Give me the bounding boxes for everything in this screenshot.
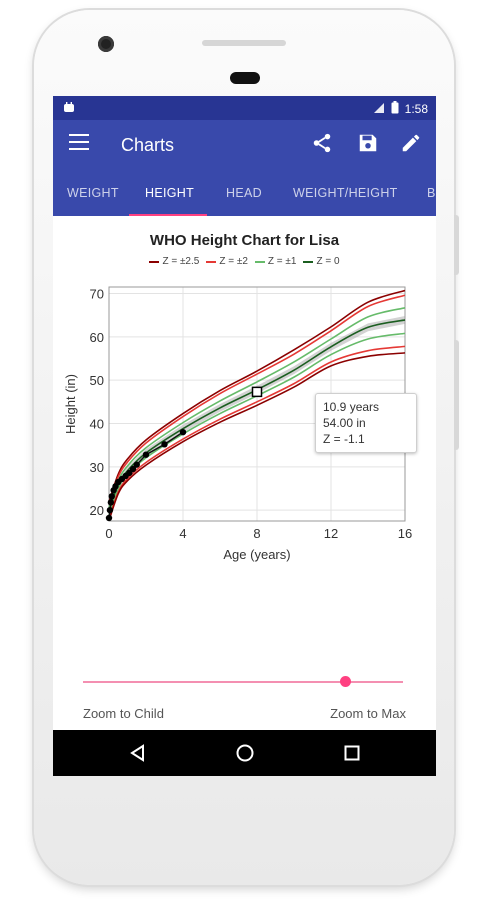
y-tick-label: 20 xyxy=(90,503,104,518)
front-camera xyxy=(98,36,114,52)
child-data-point xyxy=(107,499,115,506)
child-data-point xyxy=(106,506,114,514)
tab-weight-height[interactable]: WEIGHT/HEIGHT xyxy=(293,186,398,200)
x-tick-label: 12 xyxy=(324,526,338,541)
tooltip-height: 54.00 in xyxy=(323,416,366,430)
proximity-sensor xyxy=(230,72,260,84)
series-line-z2-5 xyxy=(108,289,406,503)
legend-item-z2-5: Z = ±2.5 xyxy=(149,256,199,267)
height-chart[interactable]: 0 4 8 12 16 20 30 40 50 60 70 Age (years) Height (in… xyxy=(53,271,436,661)
chart-title: WHO Height Chart for Lisa xyxy=(149,232,340,249)
battery-icon xyxy=(391,101,399,117)
series-line-z1 xyxy=(108,307,406,508)
chart-legend: Z = ±2.5 Z = ±2 Z = ±1 Z = 0 xyxy=(53,256,436,267)
tooltip-z: Z = -1.1 xyxy=(323,432,365,446)
tab-weight[interactable]: WEIGHT xyxy=(67,186,119,200)
zoom-slider[interactable] xyxy=(83,681,403,683)
y-tick-label: 70 xyxy=(90,287,104,302)
tab-height[interactable]: HEIGHT xyxy=(145,186,195,200)
child-data-point xyxy=(108,493,115,500)
chart-tooltip: 10.9 years 54.00 in Z = -1.1 xyxy=(315,393,417,453)
y-tick-label: 60 xyxy=(90,330,104,345)
x-tick-label: 0 xyxy=(105,526,112,541)
child-data-point xyxy=(179,428,187,436)
zoom-to-max-label[interactable]: Zoom to Max xyxy=(330,706,406,721)
android-notification-icon xyxy=(63,101,75,116)
x-axis-label: Age (years) xyxy=(223,547,290,562)
y-tick-label: 40 xyxy=(90,417,104,432)
edit-icon[interactable] xyxy=(400,132,424,156)
y-tick-label: 30 xyxy=(90,460,104,475)
page-title: Charts xyxy=(121,135,175,155)
status-time: 1:58 xyxy=(404,102,428,116)
tab-indicator xyxy=(129,214,207,216)
zoom-to-child-label[interactable]: Zoom to Child xyxy=(83,706,164,721)
series-line-z-2 xyxy=(108,345,406,520)
child-data-point xyxy=(105,514,113,522)
tab-bmi[interactable]: B xyxy=(427,186,436,200)
legend-item-z1: Z = ±1 xyxy=(254,256,296,267)
y-tick-label: 50 xyxy=(90,373,104,388)
home-icon[interactable] xyxy=(235,743,255,763)
tooltip-age: 10.9 years xyxy=(323,400,380,414)
volume-button xyxy=(454,215,459,275)
child-data-point xyxy=(129,465,137,473)
zoom-slider-thumb[interactable] xyxy=(339,676,351,687)
screen: 1:58 Charts WEIGHT HEIGHT HEAD WEIGHT/HE… xyxy=(53,96,436,776)
nav-bar xyxy=(53,730,436,776)
tab-bar: WEIGHT HEIGHT HEAD WEIGHT/HEIGHT B xyxy=(53,172,436,216)
earpiece-speaker xyxy=(202,40,286,46)
x-tick-label: 4 xyxy=(179,526,186,541)
tab-head[interactable]: HEAD xyxy=(226,186,262,200)
legend-item-z0: Z = 0 xyxy=(303,256,340,267)
child-data-point xyxy=(133,461,140,468)
signal-icon xyxy=(373,102,385,117)
legend-item-z2: Z = ±2 xyxy=(206,256,248,267)
power-button xyxy=(454,340,459,450)
save-icon[interactable] xyxy=(357,132,381,156)
child-data-point xyxy=(161,441,168,448)
menu-icon[interactable] xyxy=(69,134,89,150)
y-axis-label: Height (in) xyxy=(63,374,78,434)
series-line-z2 xyxy=(108,294,406,505)
recents-icon[interactable] xyxy=(342,743,362,763)
share-icon[interactable] xyxy=(311,132,335,156)
status-bar: 1:58 xyxy=(53,96,436,120)
x-tick-label: 16 xyxy=(398,526,412,541)
app-bar: Charts xyxy=(53,120,436,172)
series-line-z-2-5 xyxy=(108,352,406,521)
back-icon[interactable] xyxy=(128,743,148,763)
x-tick-label: 8 xyxy=(253,526,260,541)
selected-point-marker xyxy=(251,386,263,398)
child-data-point xyxy=(142,451,150,458)
